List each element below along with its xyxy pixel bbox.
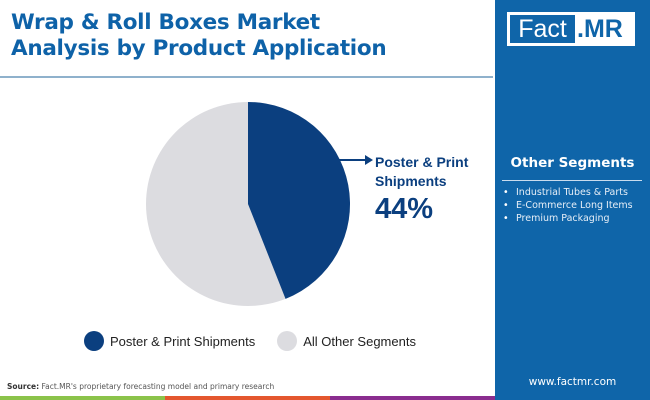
other-segments-title: Other Segments bbox=[510, 155, 635, 171]
callout-label-line-1: Poster & Print bbox=[375, 154, 469, 170]
other-segments-divider bbox=[502, 180, 642, 181]
other-segment-item: Industrial Tubes & Parts bbox=[503, 186, 633, 199]
factmr-logo: Fact .MR bbox=[507, 12, 635, 46]
source-label: Source: bbox=[7, 382, 40, 391]
callout-value: 44% bbox=[375, 193, 434, 225]
legend-item-all-other: All Other Segments bbox=[277, 331, 416, 351]
other-segments-list: Industrial Tubes & Parts E-Commerce Long… bbox=[503, 186, 633, 225]
title-line-2: Analysis by Product Application bbox=[11, 36, 387, 61]
callout-label-line-2: Shipments bbox=[375, 173, 447, 189]
logo-fact: Fact bbox=[510, 15, 575, 43]
brand-sidebar: Fact .MR Other Segments Industrial Tubes… bbox=[495, 0, 650, 400]
other-segment-item: E-Commerce Long Items bbox=[503, 199, 633, 212]
pie-chart bbox=[146, 102, 351, 306]
chart-legend: Poster & Print Shipments All Other Segme… bbox=[84, 331, 438, 351]
footer-bar-orange bbox=[165, 396, 330, 400]
legend-swatch-all-other bbox=[277, 331, 298, 351]
footer-bar-green bbox=[0, 396, 165, 400]
website-link[interactable]: www.factmr.com bbox=[528, 376, 617, 388]
title-line-1: Wrap & Roll Boxes Market bbox=[11, 10, 320, 35]
legend-label: All Other Segments bbox=[303, 333, 416, 349]
logo-mr: .MR bbox=[577, 15, 623, 43]
footer-bar-purple bbox=[330, 396, 495, 400]
legend-label: Poster & Print Shipments bbox=[110, 333, 256, 349]
callout-arrow-icon bbox=[339, 155, 373, 165]
other-segment-item: Premium Packaging bbox=[503, 212, 633, 225]
source-text: Fact.MR's proprietary forecasting model … bbox=[39, 382, 275, 391]
title-divider bbox=[0, 76, 493, 78]
source-note: Source: Fact.MR's proprietary forecastin… bbox=[7, 382, 274, 391]
callout-label: Poster & Print Shipments bbox=[375, 153, 468, 191]
pie-slice-poster-print-shipments bbox=[248, 102, 351, 299]
legend-swatch-poster-print bbox=[84, 331, 104, 351]
chart-title: Wrap & Roll Boxes Market Analysis by Pro… bbox=[11, 10, 491, 62]
legend-item-poster-print: Poster & Print Shipments bbox=[84, 331, 255, 351]
